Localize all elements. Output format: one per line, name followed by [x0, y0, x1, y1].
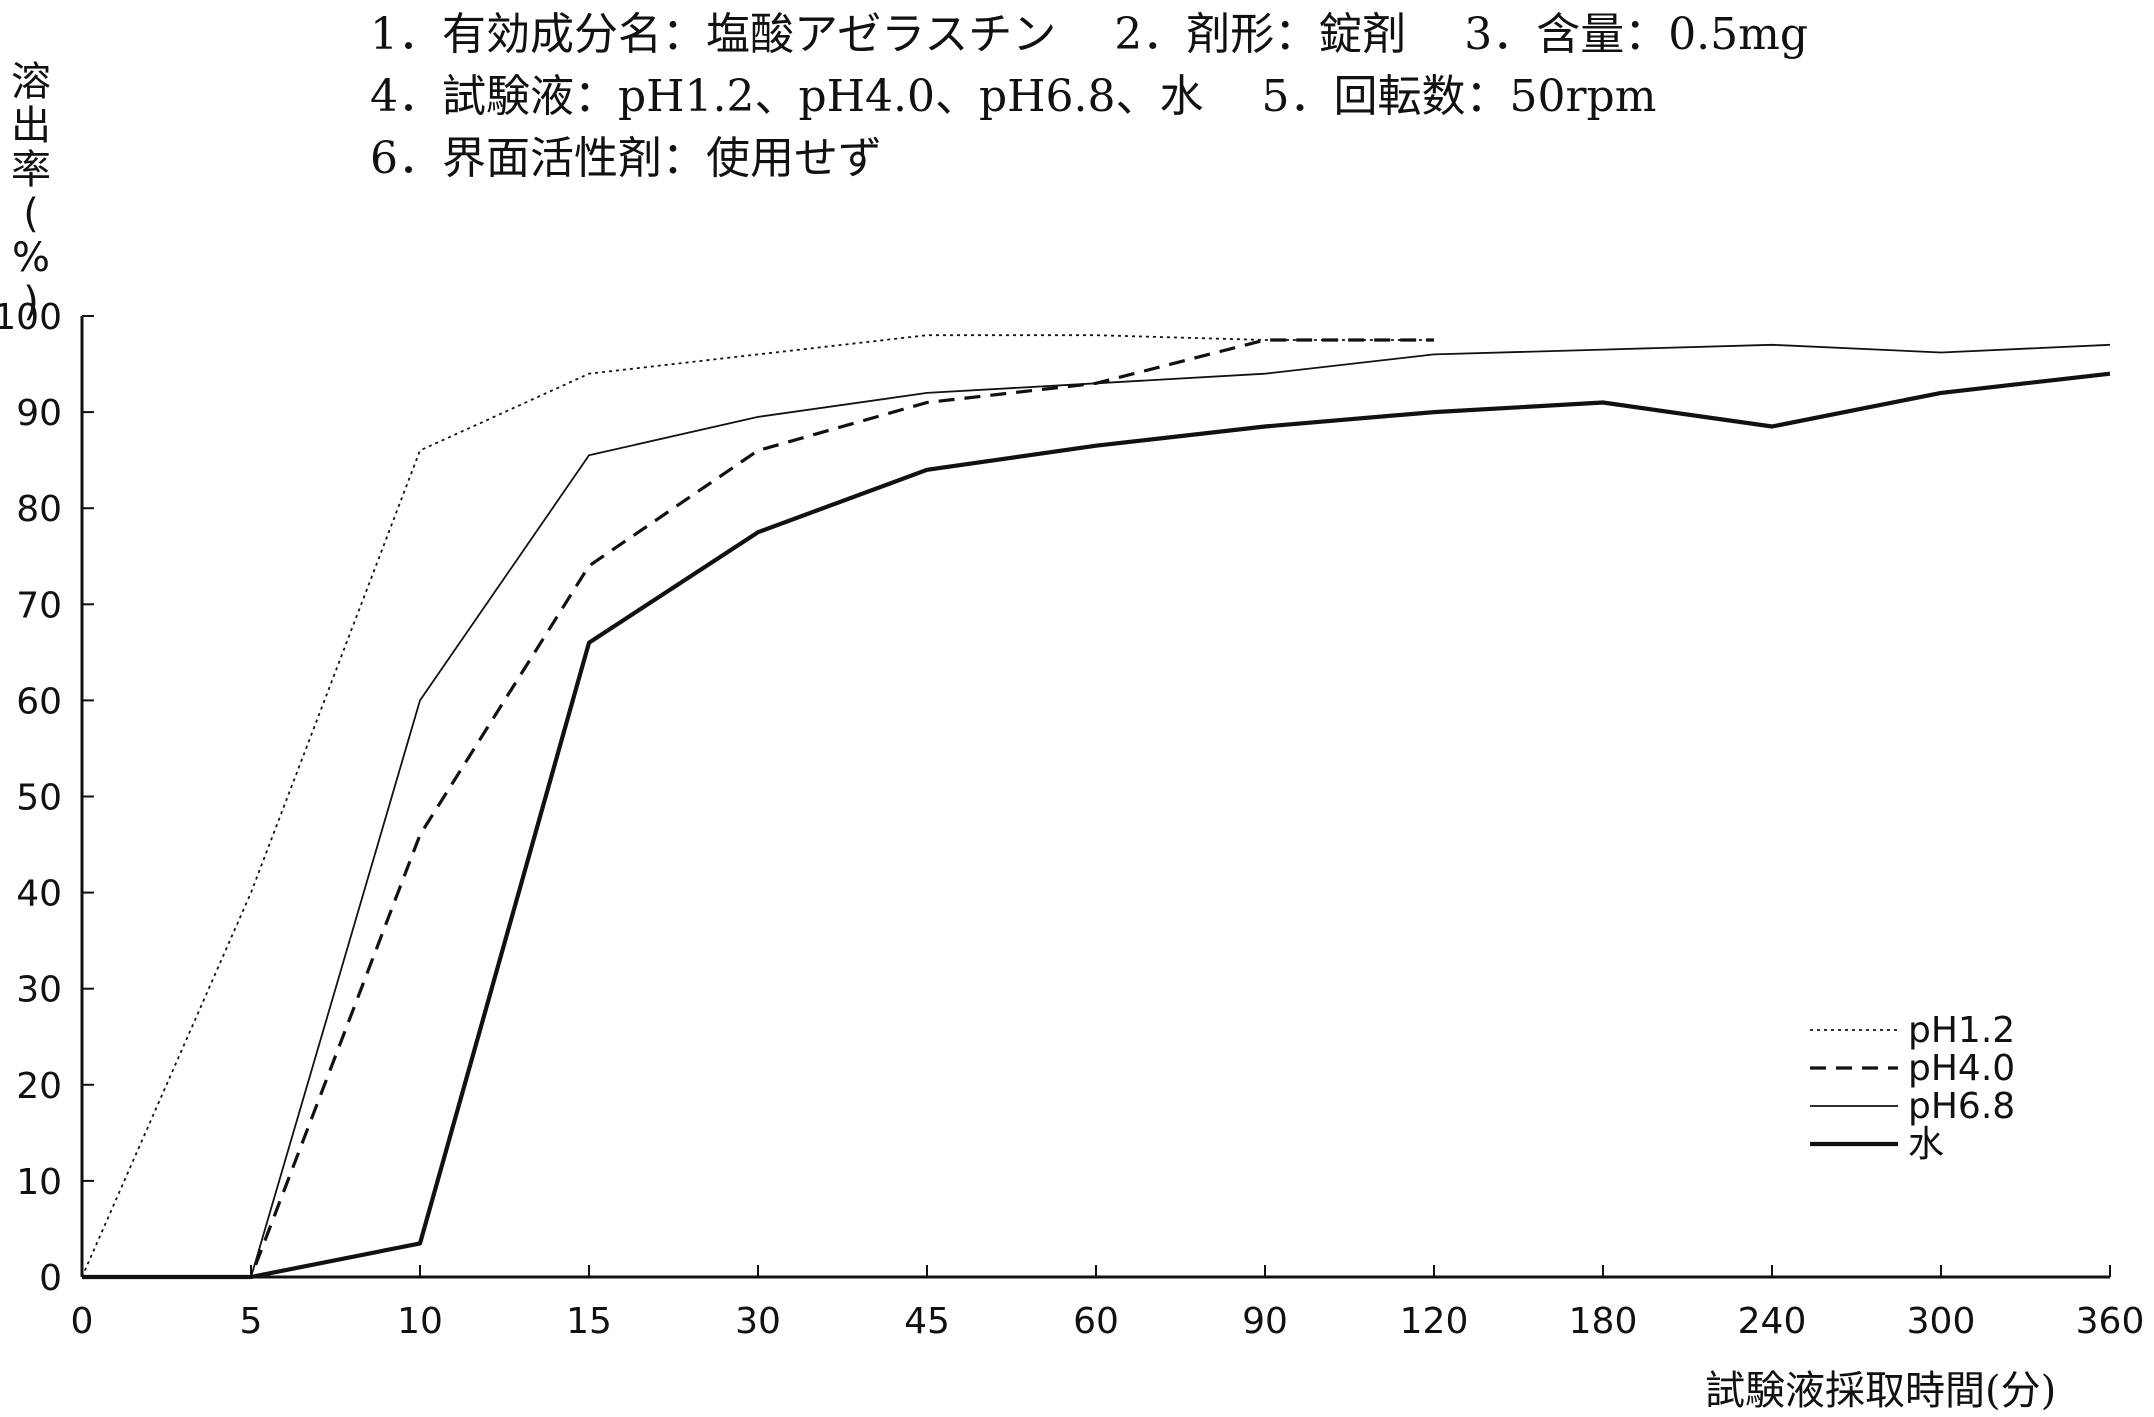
header-line-3: 6．界面活性剤：使用せず [370, 133, 882, 184]
header-line-1: 1．有効成分名：塩酸アゼラスチン 2．剤形：錠剤 3．含量：0.5mg [370, 9, 1809, 60]
y-tick-label: 60 [16, 681, 62, 722]
series-line-1 [82, 338, 1434, 1279]
header-line-2: 4．試験液：pH1.2、pH4.0、pH6.8、水 5．回転数：50rpm [370, 71, 1657, 122]
y-axis-label: 溶出率(%) [6, 60, 56, 324]
x-tick-label: 120 [1400, 1301, 1469, 1342]
y-tick-label: 40 [16, 874, 62, 915]
y-tick-label: 30 [16, 970, 62, 1011]
y-tick-label: 0 [39, 1258, 62, 1299]
x-axis-label: 試験液採取時間(分) [1705, 1368, 2057, 1414]
y-axis-label-char: 溶 [11, 59, 51, 105]
x-tick-label: 0 [71, 1301, 94, 1342]
x-tick-label: 180 [1569, 1301, 1638, 1342]
legend-label: pH4.0 [1908, 1048, 2015, 1089]
y-tick-label: 10 [16, 1162, 62, 1203]
y-axis-label-char: 率 [11, 147, 51, 193]
x-tick-label: 45 [904, 1301, 950, 1342]
y-tick-label: 70 [16, 585, 62, 626]
series-line-3 [82, 371, 2111, 1280]
y-tick-label: 50 [16, 778, 62, 819]
y-tick-label: 100 [0, 297, 62, 338]
legend-label: 水 [1908, 1124, 1944, 1165]
x-tick-label: 300 [1907, 1301, 1976, 1342]
x-tick-label: 240 [1738, 1301, 1807, 1342]
series-line-2 [82, 343, 2111, 1278]
y-tick-label: 20 [16, 1066, 62, 1107]
x-tick-label: 60 [1073, 1301, 1119, 1342]
x-tick-label: 360 [2076, 1301, 2145, 1342]
legend-label: pH6.8 [1908, 1086, 2015, 1127]
test-conditions-header: 1．有効成分名：塩酸アゼラスチン 2．剤形：錠剤 3．含量：0.5mg 4．試験… [370, 4, 1808, 190]
series-line-0 [81, 334, 1434, 1278]
x-tick-label: 10 [397, 1301, 443, 1342]
legend-label: pH1.2 [1908, 1010, 2015, 1051]
y-tick-label: 90 [16, 393, 62, 434]
y-tick-label: 80 [16, 489, 62, 530]
x-tick-label: 5 [240, 1301, 263, 1342]
series-layer [81, 334, 2111, 1280]
y-axis-label-char: ) [23, 279, 39, 325]
x-tick-label: 90 [1242, 1301, 1288, 1342]
chart-axes: 0 10 20 30 40 50 60 70 80 90 100 0 5 10 15 30 45 60 90 120 1… [0, 297, 2144, 1342]
y-axis-label-char: % [11, 235, 50, 281]
y-axis-label-char: ( [23, 191, 39, 237]
x-tick-label: 30 [735, 1301, 781, 1342]
y-axis-label-char: 出 [11, 103, 51, 149]
x-tick-label: 15 [566, 1301, 612, 1342]
